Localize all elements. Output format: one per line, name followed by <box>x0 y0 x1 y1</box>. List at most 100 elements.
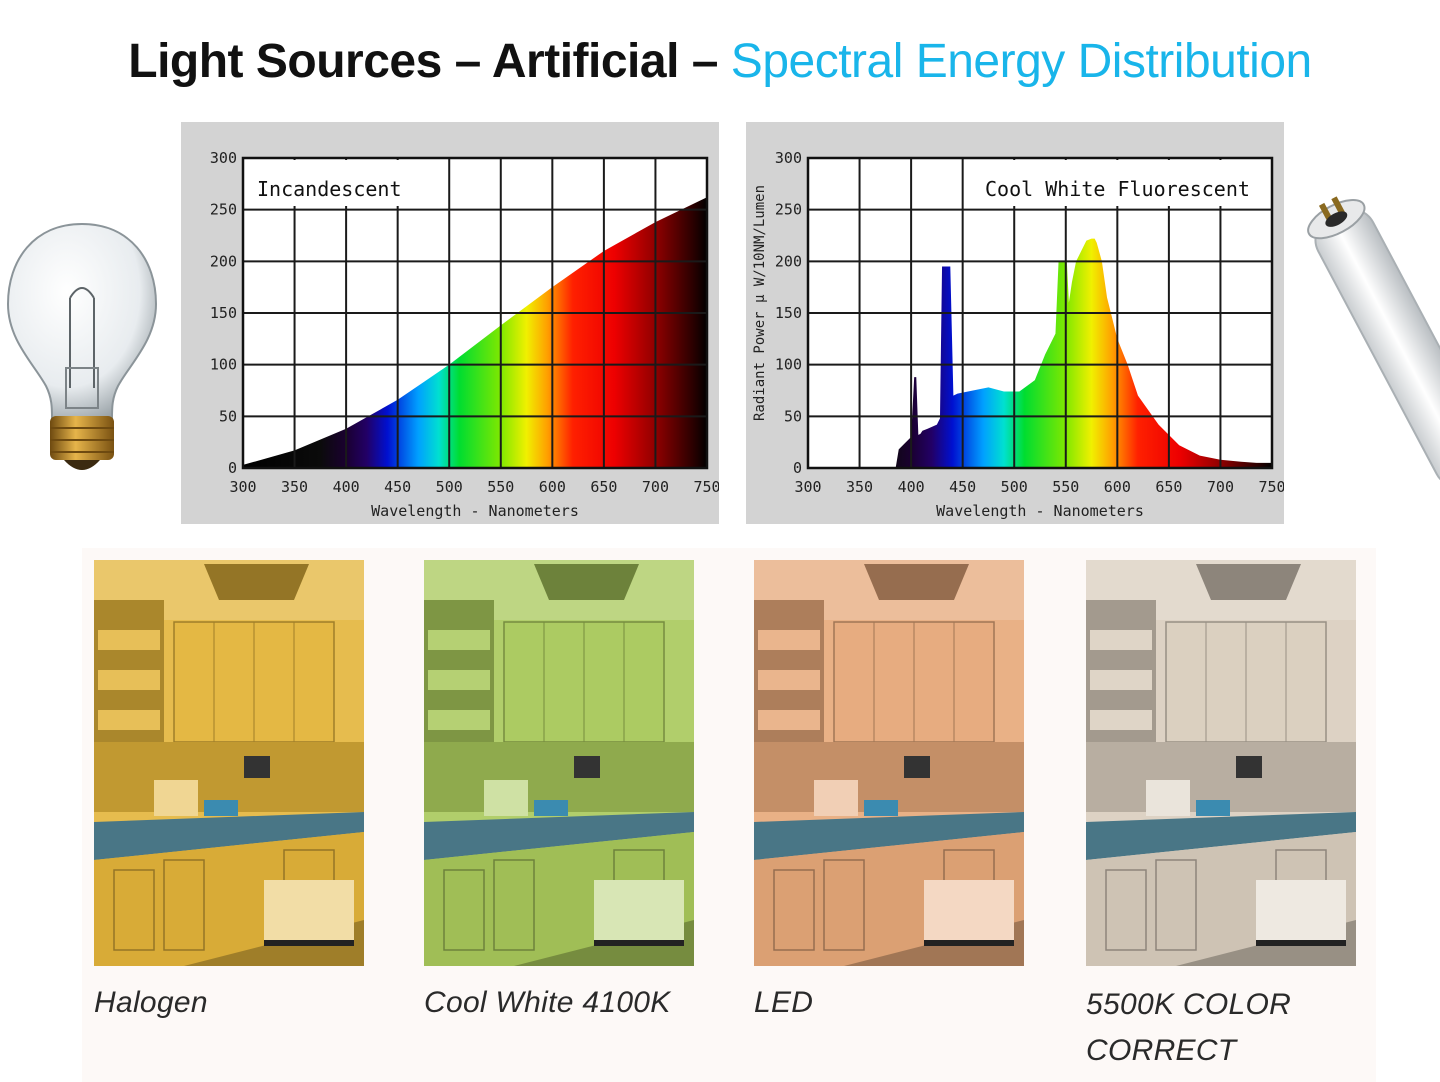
counter-appliance <box>814 780 858 816</box>
cabinet-door-0 <box>113 869 155 951</box>
y-tick-label-50: 50 <box>219 407 237 425</box>
shelf-item-2 <box>98 710 160 730</box>
x-tick-label-400: 400 <box>898 478 925 496</box>
cabinet-door-1 <box>163 859 205 951</box>
x-tick-label-400: 400 <box>333 478 360 496</box>
counter-appliance <box>484 780 528 816</box>
counter-item <box>1196 800 1230 816</box>
x-tick-label-650: 650 <box>1155 478 1182 496</box>
x-tick-label-350: 350 <box>281 478 308 496</box>
x-tick-label-300: 300 <box>229 478 256 496</box>
x-tick-label-450: 450 <box>384 478 411 496</box>
x-axis-label: Wavelength - Nanometers <box>936 502 1144 520</box>
series-area-incandescent <box>243 197 707 468</box>
shelf-item-2 <box>758 710 820 730</box>
x-tick-label-500: 500 <box>1001 478 1028 496</box>
fluorescent-tube-icon <box>1307 196 1440 480</box>
counter-item <box>534 800 568 816</box>
photo-led <box>754 560 1024 966</box>
y-tick-label-0: 0 <box>228 459 237 477</box>
chart-title: Cool White Fluorescent <box>985 177 1250 201</box>
shelf-item-0 <box>428 630 490 650</box>
x-tick-label-300: 300 <box>794 478 821 496</box>
x-tick-label-550: 550 <box>1052 478 1079 496</box>
cabinet-door-1 <box>493 859 535 951</box>
caption-cool-white: Cool White 4100K <box>424 986 671 1019</box>
y-tick-label-100: 100 <box>210 356 237 374</box>
y-tick-label-150: 150 <box>775 304 802 322</box>
x-tick-label-500: 500 <box>436 478 463 496</box>
countertop <box>94 812 364 860</box>
chart-title-bg <box>245 160 415 206</box>
counter-item <box>204 800 238 816</box>
wall-frame <box>1236 756 1262 778</box>
countertop <box>754 812 1024 860</box>
ceiling-light <box>534 564 639 600</box>
cart-base <box>594 940 684 946</box>
shelf-item-1 <box>1090 670 1152 690</box>
fluorescent-chart: 300 350 400 450 500 550 600 650 700 750 0 50 100 150 2… <box>752 149 1284 520</box>
photo-halogen <box>94 560 364 966</box>
caption-5500k-line1: 5500K COLOR <box>1086 988 1292 1021</box>
incandescent-chart: 300 350 400 450 500 550 600 650 700 750 0 50 100 150 2… <box>210 149 719 520</box>
counter-item <box>864 800 898 816</box>
countertop <box>424 812 694 860</box>
x-tick-label-750: 750 <box>693 478 719 496</box>
y-tick-label-250: 250 <box>210 201 237 219</box>
cart-base <box>924 940 1014 946</box>
chart-title-bg <box>975 160 1270 206</box>
x-tick-label-350: 350 <box>846 478 873 496</box>
y-tick-label-250: 250 <box>775 201 802 219</box>
y-tick-label-100: 100 <box>775 356 802 374</box>
counter-appliance <box>154 780 198 816</box>
shelf-item-0 <box>1090 630 1152 650</box>
shelf-item-0 <box>758 630 820 650</box>
cabinet-door-0 <box>1105 869 1147 951</box>
y-tick-label-50: 50 <box>784 407 802 425</box>
countertop <box>1086 812 1356 860</box>
photo-cool-white <box>424 560 694 966</box>
x-tick-label-550: 550 <box>487 478 514 496</box>
shelf-item-1 <box>758 670 820 690</box>
cabinet-door-1 <box>823 859 865 951</box>
photo-5500k <box>1086 560 1356 966</box>
slide-title: Light Sources – Artificial – Spectral En… <box>0 34 1440 89</box>
plot-frame <box>806 156 1274 470</box>
cabinet-door-0 <box>773 869 815 951</box>
shelf-item-0 <box>98 630 160 650</box>
wall-frame <box>574 756 600 778</box>
x-tick-label-600: 600 <box>1104 478 1131 496</box>
incandescent-chart-panel: 300 350 400 450 500 550 600 650 700 750 0 50 100 150 2… <box>181 122 719 524</box>
cart <box>1256 880 1346 940</box>
shelf-item-1 <box>98 670 160 690</box>
x-tick-label-700: 700 <box>1207 478 1234 496</box>
wall-frame <box>904 756 930 778</box>
cart <box>594 880 684 940</box>
photo-strip: Halogen Cool White 4100K LED 5500K COLOR… <box>82 548 1376 1082</box>
y-tick-label-0: 0 <box>793 459 802 477</box>
y-tick-label-200: 200 <box>775 252 802 270</box>
y-tick-label-300: 300 <box>210 149 237 167</box>
ceiling-light <box>864 564 969 600</box>
cart-base <box>1256 940 1346 946</box>
shelf-item-2 <box>428 710 490 730</box>
y-tick-label-200: 200 <box>210 252 237 270</box>
y-axis-label: Radiant Power μ W/10NM/Lumen <box>752 185 768 421</box>
counter-appliance <box>1146 780 1190 816</box>
caption-5500k-line2: CORRECT <box>1086 1034 1237 1067</box>
light-bulb-icon <box>6 222 158 470</box>
ceiling-light <box>204 564 309 600</box>
caption-halogen: Halogen <box>94 986 208 1019</box>
caption-led: LED <box>754 986 814 1019</box>
x-tick-label-450: 450 <box>949 478 976 496</box>
cart-base <box>264 940 354 946</box>
cart <box>264 880 354 940</box>
cabinet-door-1 <box>1155 859 1197 951</box>
y-tick-label-300: 300 <box>775 149 802 167</box>
x-tick-label-700: 700 <box>642 478 669 496</box>
x-axis-label: Wavelength - Nanometers <box>371 502 579 520</box>
title-main: Light Sources – Artificial – <box>128 35 731 88</box>
wall-frame <box>244 756 270 778</box>
shelf-item-2 <box>1090 710 1152 730</box>
fluorescent-chart-panel: 300 350 400 450 500 550 600 650 700 750 0 50 100 150 2… <box>746 122 1284 524</box>
